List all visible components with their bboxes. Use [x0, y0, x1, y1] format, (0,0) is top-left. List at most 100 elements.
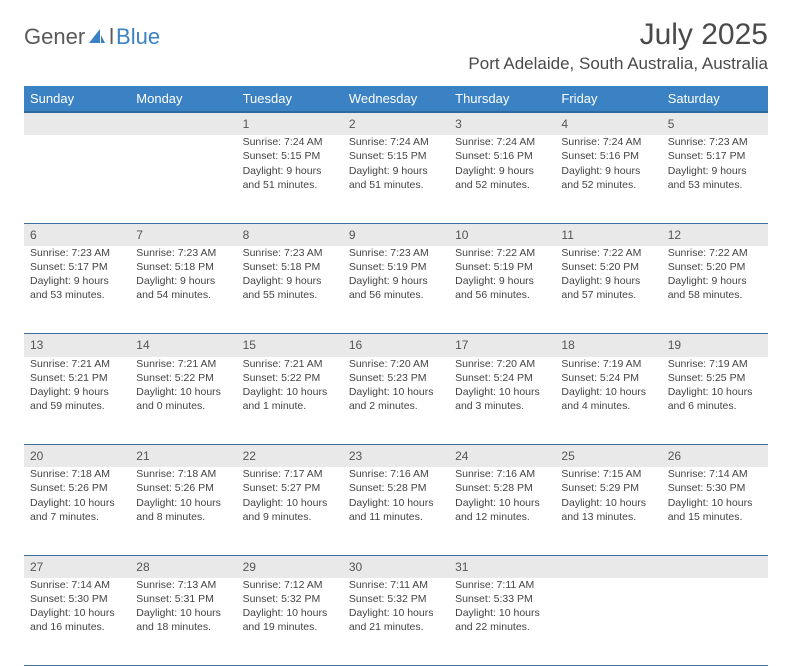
day-cell-line: Daylight: 10 hours [668, 385, 762, 399]
day-cell-line: and 8 minutes. [136, 510, 230, 524]
day-cell-line: Sunset: 5:31 PM [136, 592, 230, 606]
day-number: 14 [130, 334, 236, 357]
day-cell-line: Sunset: 5:21 PM [30, 371, 124, 385]
day-cell: Sunrise: 7:20 AMSunset: 5:24 PMDaylight:… [449, 357, 555, 445]
day-cell-line: Sunset: 5:19 PM [455, 260, 549, 274]
day-cell-line: Sunset: 5:30 PM [30, 592, 124, 606]
day-cell-line: and 19 minutes. [243, 620, 337, 634]
day-cell: Sunrise: 7:14 AMSunset: 5:30 PMDaylight:… [24, 578, 130, 666]
day-number: 8 [237, 223, 343, 246]
day-cell-line: Daylight: 10 hours [136, 496, 230, 510]
day-number: 10 [449, 223, 555, 246]
day-number: 25 [555, 445, 661, 468]
day-number: 17 [449, 334, 555, 357]
day-cell-line: and 52 minutes. [455, 178, 549, 192]
day-cell: Sunrise: 7:12 AMSunset: 5:32 PMDaylight:… [237, 578, 343, 666]
day-cell-line: and 56 minutes. [349, 288, 443, 302]
day-cell-line: Daylight: 10 hours [561, 385, 655, 399]
weekday-header: Friday [555, 86, 661, 112]
day-cell-line: and 4 minutes. [561, 399, 655, 413]
logo-text-2: l [109, 24, 114, 50]
day-cell-line: Sunrise: 7:24 AM [243, 135, 337, 149]
day-cell-line: and 56 minutes. [455, 288, 549, 302]
calendar-table: Sunday Monday Tuesday Wednesday Thursday… [24, 86, 768, 666]
day-cell-line: Sunrise: 7:19 AM [668, 357, 762, 371]
day-number: 3 [449, 112, 555, 135]
day-cell-line: Daylight: 9 hours [455, 164, 549, 178]
day-cell-line: Sunrise: 7:23 AM [349, 246, 443, 260]
day-number: 18 [555, 334, 661, 357]
day-cell-line: and 53 minutes. [668, 178, 762, 192]
day-cell-line: Sunrise: 7:21 AM [243, 357, 337, 371]
day-cell-line: and 3 minutes. [455, 399, 549, 413]
day-cell-line: Sunrise: 7:16 AM [349, 467, 443, 481]
day-cell-line: and 6 minutes. [668, 399, 762, 413]
day-cell: Sunrise: 7:16 AMSunset: 5:28 PMDaylight:… [343, 467, 449, 555]
day-cell-line: Sunrise: 7:20 AM [455, 357, 549, 371]
day-number: 4 [555, 112, 661, 135]
day-cell-line: Sunset: 5:28 PM [349, 481, 443, 495]
day-number: 19 [662, 334, 768, 357]
day-cell-line: Daylight: 10 hours [243, 496, 337, 510]
day-cell-line: Daylight: 10 hours [349, 606, 443, 620]
day-cell: Sunrise: 7:17 AMSunset: 5:27 PMDaylight:… [237, 467, 343, 555]
day-number: 1 [237, 112, 343, 135]
day-cell-line: and 53 minutes. [30, 288, 124, 302]
day-cell-line: Sunrise: 7:11 AM [349, 578, 443, 592]
day-cell-line: Sunrise: 7:14 AM [30, 578, 124, 592]
day-number: 22 [237, 445, 343, 468]
day-number: 9 [343, 223, 449, 246]
location: Port Adelaide, South Australia, Australi… [468, 54, 768, 74]
day-cell-line: Sunrise: 7:11 AM [455, 578, 549, 592]
logo-text-3: Blue [116, 24, 160, 50]
month-title: July 2025 [468, 18, 768, 52]
day-cell-line: Sunset: 5:18 PM [243, 260, 337, 274]
day-cell: Sunrise: 7:19 AMSunset: 5:25 PMDaylight:… [662, 357, 768, 445]
weekday-header: Sunday [24, 86, 130, 112]
day-cell: Sunrise: 7:14 AMSunset: 5:30 PMDaylight:… [662, 467, 768, 555]
logo-sail-icon [88, 24, 106, 50]
day-cell-line: Sunset: 5:18 PM [136, 260, 230, 274]
day-cell-line: Sunrise: 7:23 AM [136, 246, 230, 260]
day-number [662, 555, 768, 578]
day-cell-line: and 55 minutes. [243, 288, 337, 302]
day-cell [662, 578, 768, 666]
day-cell-line: Daylight: 9 hours [455, 274, 549, 288]
weekday-header: Tuesday [237, 86, 343, 112]
week-row: Sunrise: 7:18 AMSunset: 5:26 PMDaylight:… [24, 467, 768, 555]
day-cell: Sunrise: 7:11 AMSunset: 5:32 PMDaylight:… [343, 578, 449, 666]
day-cell-line: Daylight: 9 hours [349, 274, 443, 288]
weekday-header: Saturday [662, 86, 768, 112]
day-cell: Sunrise: 7:21 AMSunset: 5:21 PMDaylight:… [24, 357, 130, 445]
day-cell-line: Sunset: 5:22 PM [243, 371, 337, 385]
day-number: 15 [237, 334, 343, 357]
day-cell-line: Sunrise: 7:15 AM [561, 467, 655, 481]
header: GenerlBlue July 2025 Port Adelaide, Sout… [24, 18, 768, 80]
day-cell-line: and 51 minutes. [349, 178, 443, 192]
day-cell: Sunrise: 7:24 AMSunset: 5:16 PMDaylight:… [449, 135, 555, 223]
day-cell-line: Sunset: 5:27 PM [243, 481, 337, 495]
day-cell-line: Sunset: 5:32 PM [243, 592, 337, 606]
day-cell [130, 135, 236, 223]
week-row: Sunrise: 7:21 AM Sunset: 5:21 PM Daylight:… [24, 357, 768, 445]
day-cell-line: Sunset: 5:19 PM [349, 260, 443, 274]
day-cell-line: Daylight: 9 hours [30, 274, 124, 288]
day-cell-line: Sunrise: 7:12 AM [243, 578, 337, 592]
day-cell: Sunrise: 7:23 AMSunset: 5:19 PMDaylight:… [343, 246, 449, 334]
day-cell: Sunrise: 7:18 AMSunset: 5:26 PMDaylight:… [24, 467, 130, 555]
day-cell-line: Daylight: 10 hours [30, 606, 124, 620]
day-number [130, 112, 236, 135]
day-cell: Sunrise: 7:21 AMSunset: 5:22 PMDaylight:… [237, 357, 343, 445]
day-cell-line: Sunrise: 7:22 AM [455, 246, 549, 260]
day-cell-line: and 57 minutes. [561, 288, 655, 302]
day-cell-line: and 13 minutes. [561, 510, 655, 524]
day-cell-line: and 54 minutes. [136, 288, 230, 302]
day-cell-line: Sunset: 5:28 PM [455, 481, 549, 495]
day-cell-line: and 21 minutes. [349, 620, 443, 634]
day-cell-line: Sunset: 5:20 PM [561, 260, 655, 274]
day-cell [24, 135, 130, 223]
day-cell-line: Daylight: 10 hours [455, 496, 549, 510]
weekday-header: Monday [130, 86, 236, 112]
day-cell: Sunrise: 7:23 AMSunset: 5:18 PMDaylight:… [237, 246, 343, 334]
day-number: 28 [130, 555, 236, 578]
